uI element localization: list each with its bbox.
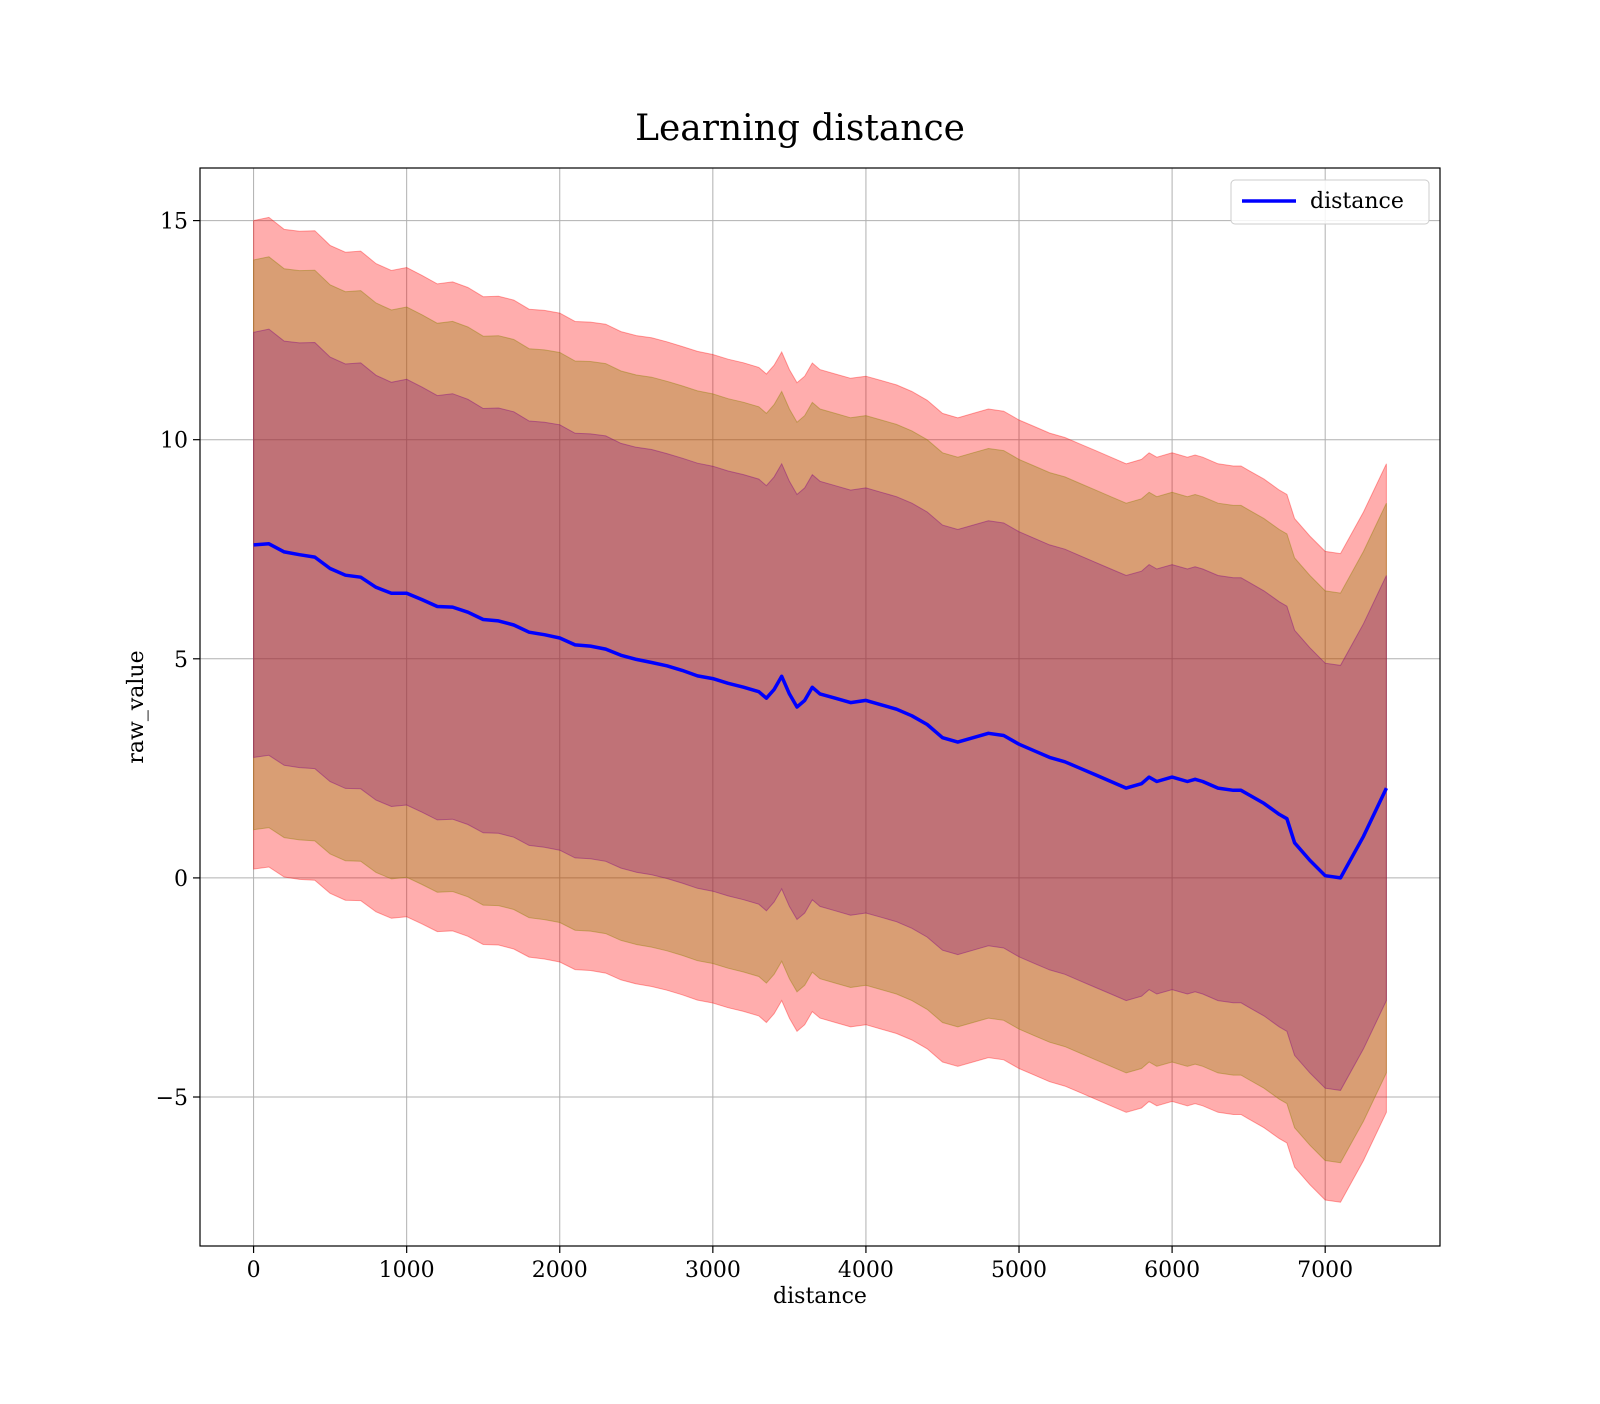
band-outer xyxy=(253,216,1387,1203)
x-tick-label-4: 4000 xyxy=(838,1258,894,1283)
chart-title: Learning distance xyxy=(635,108,965,149)
x-tick-label-5: 5000 xyxy=(991,1258,1047,1283)
x-tick-label-7: 7000 xyxy=(1297,1258,1353,1283)
x-tick-label-3: 3000 xyxy=(685,1258,741,1283)
y-tick-label-1: 0 xyxy=(174,867,188,892)
band-middle xyxy=(253,256,1387,1164)
band-inner xyxy=(253,328,1387,1091)
legend-box xyxy=(1230,179,1430,225)
grid xyxy=(200,168,1440,1246)
y-tick-label-3: 10 xyxy=(160,429,188,454)
y-tick-label-0: −5 xyxy=(156,1086,188,1111)
y-tick-label-2: 5 xyxy=(174,648,188,673)
line-layer xyxy=(253,542,1388,880)
y-tick-label-4: 15 xyxy=(160,210,188,235)
x-tick-label-1: 1000 xyxy=(379,1258,435,1283)
x-tick-label-0: 0 xyxy=(247,1258,261,1283)
legend-label-distance: distance xyxy=(1310,189,1404,214)
legend: distance xyxy=(1230,179,1430,225)
series-line-distance xyxy=(253,542,1388,880)
ticks: 0 1000 2000 3000 4000 5000 6000 7000 −5 0 5 10 15 xyxy=(156,210,1354,1283)
bands xyxy=(253,216,1387,1203)
plot-frame xyxy=(199,167,1441,1247)
x-tick-label-6: 6000 xyxy=(1144,1258,1200,1283)
x-axis-title: distance xyxy=(773,1284,867,1309)
x-tick-label-2: 2000 xyxy=(532,1258,588,1283)
y-axis-title: raw_value xyxy=(124,650,149,763)
